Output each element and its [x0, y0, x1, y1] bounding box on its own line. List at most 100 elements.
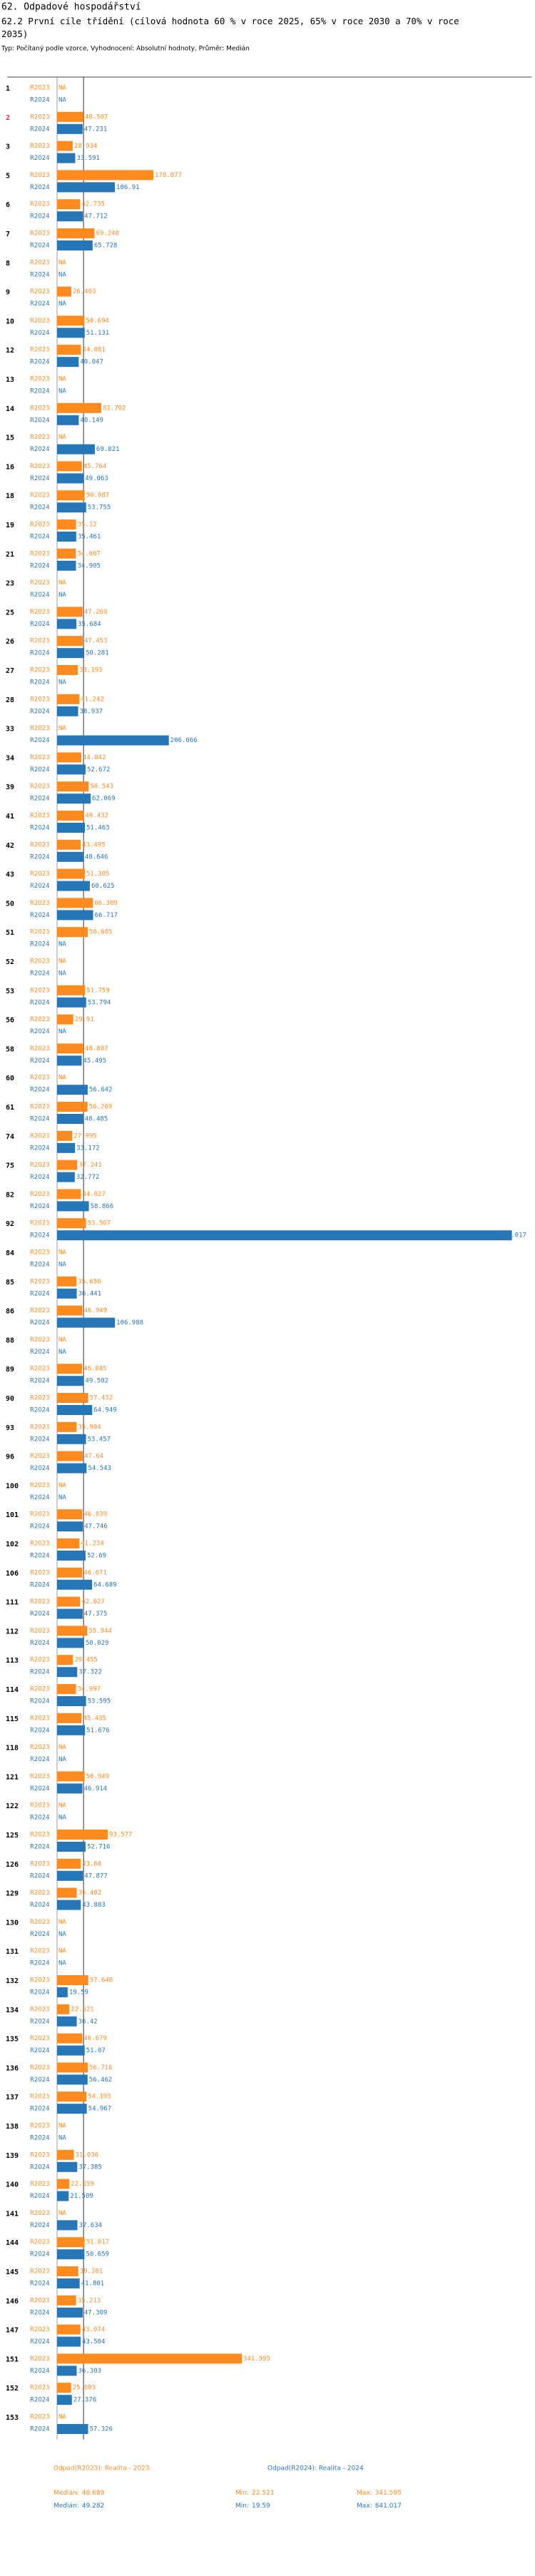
value-label: 52.716	[87, 1844, 111, 1851]
bar	[57, 1434, 86, 1444]
series-row-label: R2024	[30, 592, 50, 599]
value-label: NA	[58, 592, 66, 599]
series-row-label: R2023	[30, 1657, 50, 1664]
series-row-label: R2023	[30, 1104, 50, 1111]
bar	[57, 2062, 88, 2073]
series-row-label: R2023	[30, 201, 50, 208]
series-row-label: R2024	[30, 388, 50, 395]
series-row-label: R2024	[30, 2338, 50, 2346]
series-row-label: R2023	[30, 405, 50, 412]
series-row-label: R2024	[30, 1349, 50, 1356]
bar	[57, 1538, 80, 1548]
value-label: 55.944	[88, 1628, 112, 1635]
value-label: 57.646	[90, 1977, 113, 1984]
bar	[57, 2033, 83, 2044]
series-row-label: R2023	[30, 1191, 50, 1198]
series-row-label: R2023	[30, 2210, 50, 2217]
category-label: 101	[6, 1511, 19, 1519]
value-label: 47.453	[84, 638, 108, 645]
category-label: 86	[6, 1308, 14, 1316]
value-label: 43.883	[82, 1902, 106, 1909]
series-row-label: R2024	[30, 766, 50, 774]
series-row-label: R2024	[30, 1319, 50, 1327]
value-label: 56.269	[89, 1104, 113, 1111]
category-label: 90	[6, 1395, 14, 1403]
series-row-label: R2024	[30, 1436, 50, 1443]
bar	[57, 881, 90, 891]
bar	[57, 735, 169, 746]
value-label: 41.234	[81, 1541, 104, 1548]
value-label: 34.997	[78, 1686, 101, 1693]
series-row-label: R2023	[30, 871, 50, 878]
value-label: 50.694	[86, 318, 109, 325]
series-row-label: R2024	[30, 1378, 50, 1385]
series-row-label: R2023	[30, 288, 50, 295]
bar	[57, 1975, 88, 1985]
category-label: 16	[6, 463, 14, 471]
value-label: NA	[58, 300, 66, 308]
series-row-label: R2023	[30, 2064, 50, 2072]
value-label: 51.463	[86, 825, 110, 832]
series-row-label: R2024	[30, 2193, 50, 2200]
category-label: 26	[6, 638, 14, 646]
stat-value: 841.017	[375, 2502, 402, 2509]
value-label: 27.376	[73, 2397, 97, 2404]
value-label: 46.839	[84, 1511, 108, 1518]
bar	[57, 1276, 77, 1287]
value-label: NA	[58, 679, 66, 686]
bar	[57, 619, 77, 629]
series-row-label: R2023	[30, 1919, 50, 1926]
stat-label: Medián:	[54, 2489, 79, 2496]
value-label: NA	[58, 1756, 66, 1763]
series-row-label: R2023	[30, 1220, 50, 1227]
series-row-label: R2024	[30, 2076, 50, 2084]
value-label: 841.017	[499, 1232, 526, 1239]
series-row-label: R2023	[30, 1424, 50, 1431]
value-label: 36.441	[78, 1290, 102, 1297]
series-row-label: R2024	[30, 679, 50, 686]
bar	[57, 1830, 108, 1840]
value-label: NA	[58, 259, 66, 266]
bar	[57, 1055, 82, 1066]
series-row-label: R2023	[30, 2297, 50, 2304]
category-label: 146	[6, 2298, 19, 2306]
bar	[57, 1725, 86, 1735]
bar	[57, 1667, 78, 1678]
bar	[57, 706, 78, 716]
value-label: 40.047	[80, 359, 103, 366]
legend-entry: Odpad(R2023): Realita - 2023	[54, 2465, 150, 2472]
category-label: 96	[6, 1454, 14, 1461]
value-label: 37.634	[79, 2222, 103, 2229]
bar	[57, 1713, 82, 1723]
bar	[57, 1684, 76, 1694]
category-label: 88	[6, 1337, 14, 1344]
stat-value: 19.59	[252, 2502, 270, 2509]
value-label: 37.241	[78, 1162, 102, 1169]
series-row-label: R2024	[30, 825, 50, 832]
category-label: 134	[6, 2007, 19, 2014]
series-row-label: R2024	[30, 213, 50, 220]
stat-value: 49.282	[82, 2502, 105, 2509]
category-label: 1	[6, 85, 10, 93]
bar	[57, 328, 85, 338]
series-row-label: R2023	[30, 1948, 50, 1955]
value-label: 178.077	[155, 172, 182, 179]
bar	[57, 1551, 86, 1561]
bar	[57, 286, 72, 297]
series-row-label: R2023	[30, 172, 50, 179]
category-label: 9	[6, 289, 10, 297]
value-label: 36.303	[78, 2368, 102, 2375]
bar	[57, 228, 95, 238]
bar	[57, 2237, 85, 2248]
series-row-label: R2024	[30, 504, 50, 512]
bar	[57, 2383, 71, 2393]
category-label: 14	[6, 405, 14, 413]
value-label: 43.495	[82, 841, 106, 848]
series-row-label: R2024	[30, 2135, 50, 2142]
category-label: 153	[6, 2414, 19, 2422]
bar	[57, 444, 95, 455]
series-row-label: R2024	[30, 2309, 50, 2316]
bar	[57, 461, 82, 472]
bar	[57, 2324, 81, 2335]
series-row-label: R2024	[30, 2397, 50, 2404]
